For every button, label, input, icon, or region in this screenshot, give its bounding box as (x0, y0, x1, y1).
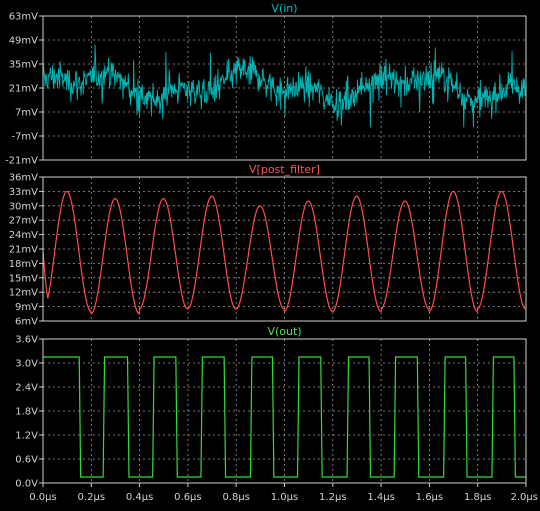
y-tick-label: 6mV (15, 317, 38, 328)
y-tick-label: 33mV (9, 187, 38, 198)
y-tick-label: 24mV (9, 230, 38, 241)
y-tick-label: 3.6V (15, 335, 38, 346)
y-tick-label: 9mV (15, 302, 38, 313)
series-line (42, 190, 527, 315)
x-tick-label: 2.0µs (511, 492, 538, 503)
x-tick-label: 0.4µs (126, 492, 153, 503)
y-tick-label: 30mV (9, 201, 38, 212)
y-tick-label: 1.2V (15, 431, 38, 442)
x-tick-label: 1.4µs (367, 492, 394, 503)
y-tick-label: 7mV (15, 108, 38, 119)
plot-frame (42, 176, 527, 322)
y-tick-label: 21mV (9, 84, 38, 95)
y-tick-label: 12mV (9, 288, 38, 299)
y-tick-label: 21mV (9, 245, 38, 256)
y-tick-label: 0.6V (15, 455, 38, 466)
series-line (43, 356, 526, 478)
plot-frame (42, 15, 527, 161)
y-tick-label: 49mV (9, 36, 38, 47)
y-tick-label: 2.4V (15, 383, 38, 394)
x-tick-label: 1.8µs (464, 492, 491, 503)
x-tick-label: 0.2µs (78, 492, 105, 503)
y-tick-label: 63mV (9, 12, 38, 23)
panel-title: V[post_filter] (249, 163, 320, 176)
x-tick-label: 0.0µs (29, 492, 56, 503)
y-tick-label: 1.8V (15, 407, 38, 418)
series-line (42, 44, 527, 128)
y-tick-label: -7mV (11, 132, 38, 143)
y-tick-label: 27mV (9, 216, 38, 227)
y-tick-label: 18mV (9, 259, 38, 270)
x-tick-label: 1.6µs (416, 492, 443, 503)
y-tick-label: -21mV (5, 156, 38, 167)
x-tick-label: 0.8µs (222, 492, 249, 503)
y-tick-label: 3.0V (15, 359, 38, 370)
y-tick-label: 36mV (9, 173, 38, 184)
y-tick-label: 35mV (9, 60, 38, 71)
x-tick-label: 0.6µs (174, 492, 201, 503)
x-tick-label: 1.2µs (319, 492, 346, 503)
x-tick-label: 1.0µs (271, 492, 298, 503)
y-tick-label: 15mV (9, 273, 38, 284)
panel-title: V(out) (267, 325, 301, 338)
y-tick-label: 0.0V (15, 479, 38, 490)
panel-title: V(in) (271, 2, 297, 15)
